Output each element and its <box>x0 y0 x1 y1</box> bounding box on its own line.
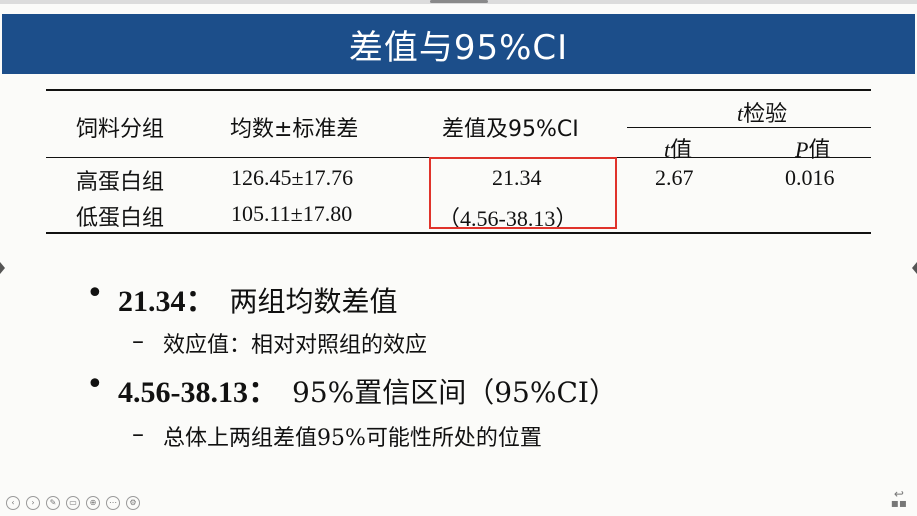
header-diff-ci: 差值及95%CI <box>442 117 579 142</box>
row2-mean-sd: 105.11±17.80 <box>231 201 353 226</box>
table-bottom-rule <box>46 232 871 234</box>
diff-ci-highlight-box <box>429 157 617 229</box>
sub-1-marker: – <box>132 327 144 355</box>
header-p-value: P值 <box>795 132 830 164</box>
header-t-italic: t <box>664 137 671 162</box>
bullet-2-text: 95%置信区间（95%CI） <box>292 376 617 409</box>
row1-group: 高蛋白组 <box>76 170 165 195</box>
header-p-italic: P <box>795 137 809 162</box>
bullet-1-key: 21.34： <box>118 285 216 318</box>
bullet-2-key: 4.56-38.13： <box>118 376 278 409</box>
header-group: 饲料分组 <box>76 117 165 142</box>
bullet-1-sub: 效应值：相对对照组的效应 <box>163 333 428 358</box>
row1-t: 2.67 <box>655 165 694 190</box>
bullet-2-sub: 总体上两组差值95%可能性所处的位置 <box>163 426 542 451</box>
row1-mean-sd: 126.45±17.76 <box>231 165 354 190</box>
header-t-label: 值 <box>670 138 693 163</box>
next-slide-arrow-icon[interactable] <box>912 262 917 274</box>
bullet-1-marker: • <box>86 276 104 311</box>
exit-slideshow-icon[interactable]: ↩ ▪▪ <box>890 487 907 510</box>
table-top-rule <box>46 89 871 91</box>
more-icon[interactable]: ⋯ <box>106 496 120 510</box>
header-ttest-italic: t <box>737 101 744 126</box>
settings-icon[interactable]: ⚙ <box>126 496 140 510</box>
slide-title: 差值与95%CI <box>348 27 569 68</box>
header-ttest-label: 检验 <box>743 102 788 127</box>
bullet-1-text: 两组均数差值 <box>229 285 398 318</box>
header-p-label: 值 <box>808 138 831 163</box>
bullet-2-marker: • <box>86 367 104 402</box>
slide-title-bar: 差值与95%CI <box>2 14 915 74</box>
header-ttest: t检验 <box>737 96 787 128</box>
row1-p: 0.016 <box>785 165 835 190</box>
row2-group: 低蛋白组 <box>76 206 165 231</box>
presenter-toolbar: ‹ › ✎ ▭ ⊕ ⋯ ⚙ <box>6 496 140 510</box>
next-icon[interactable]: › <box>26 496 40 510</box>
window-drag-handle[interactable] <box>430 0 488 3</box>
pen-icon[interactable]: ✎ <box>46 496 60 510</box>
slides-icon[interactable]: ▭ <box>66 496 80 510</box>
prev-icon[interactable]: ‹ <box>6 496 20 510</box>
table-ttest-subrule <box>627 127 871 128</box>
prev-slide-arrow-icon[interactable] <box>0 262 5 274</box>
bullet-2: 4.56-38.13： 95%置信区间（95%CI） <box>118 367 617 411</box>
sub-2-marker: – <box>132 420 144 448</box>
zoom-icon[interactable]: ⊕ <box>86 496 100 510</box>
row1-diff: 21.34 <box>492 165 542 190</box>
bullet-1: 21.34： 两组均数差值 <box>118 276 398 320</box>
header-mean-sd: 均数±标准差 <box>230 117 359 142</box>
header-t-value: t值 <box>664 132 692 164</box>
row2-ci: （4.56-38.13） <box>438 206 578 231</box>
